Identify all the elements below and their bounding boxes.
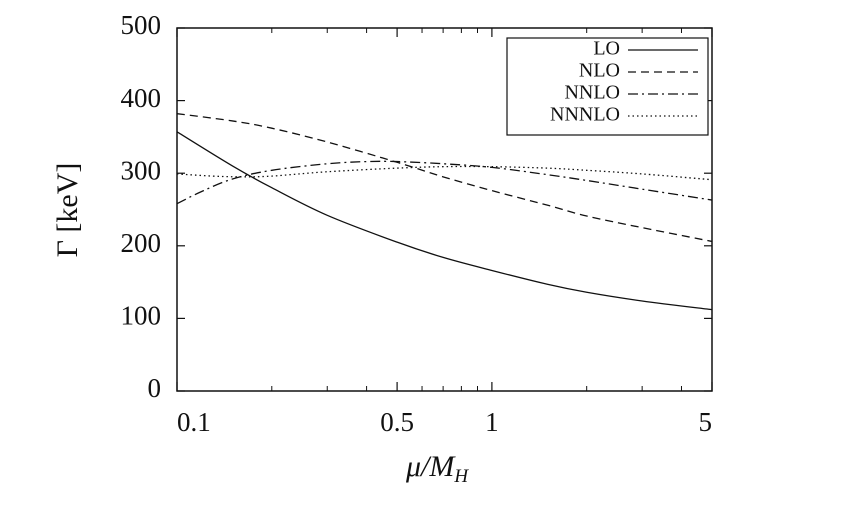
y-tick-labels: 0 100 200 300 400 500 [121,10,162,403]
x-tick-labels: 0.1 0.5 1 5 [177,407,712,437]
x-tick-label: 0.5 [380,407,414,437]
y-tick-label: 200 [121,228,162,258]
x-axis-title-main: μ/M [405,450,456,483]
y-tick-label: 400 [121,83,162,113]
series-line-lo [176,131,713,311]
series-line-nlo [176,113,713,243]
series-lines [176,113,713,311]
x-axis-title-subscript: H [453,466,469,487]
x-tick-label: 5 [699,407,713,437]
legend-label-nlo: NLO [579,60,620,82]
y-axis-title: Γ [keV] [51,163,84,258]
series-line-nnnlo [176,165,713,181]
y-tick-label: 100 [121,301,162,331]
y-tick-label: 300 [121,155,162,185]
series-line-nnlo [176,160,713,205]
legend-label-lo: LO [593,38,620,60]
y-tick-label: 500 [121,10,162,40]
legend-label-nnnlo: NNNLO [550,104,620,126]
x-tick-label: 0.1 [177,407,211,437]
legend-label-nnlo: NNLO [564,82,620,104]
x-axis-title: μ/MH [405,450,469,487]
y-tick-label: 0 [148,373,162,403]
plot-frame [176,27,713,392]
legend-box [506,37,709,136]
x-tick-label: 1 [485,407,499,437]
